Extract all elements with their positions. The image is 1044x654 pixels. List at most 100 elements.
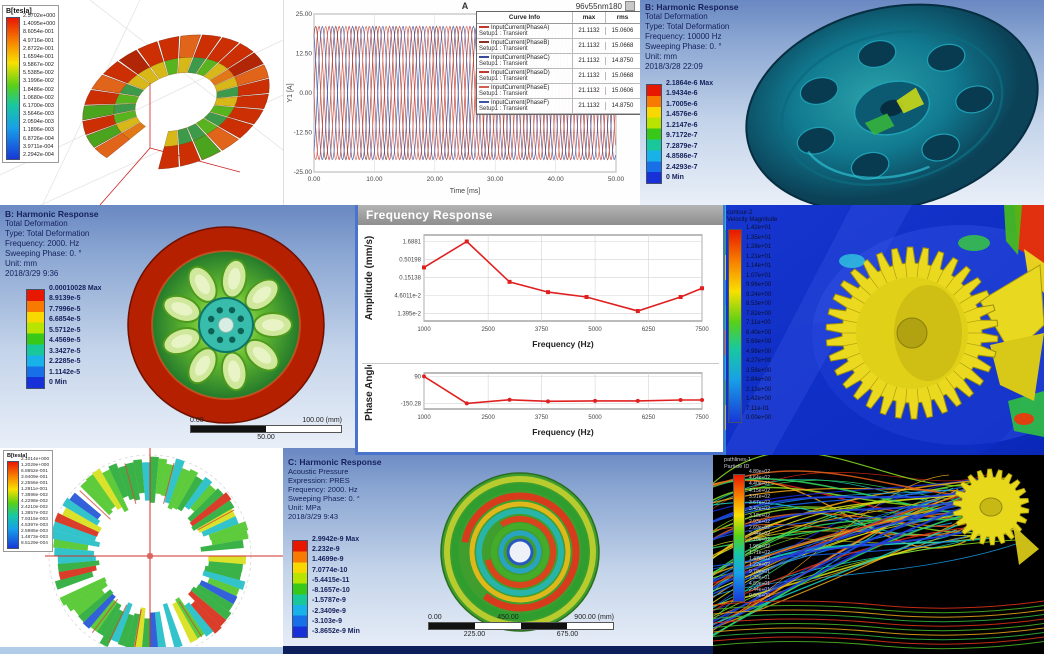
legend-value: 1.71e+02 bbox=[749, 549, 770, 556]
curve-rms: 15.0606 bbox=[611, 88, 634, 94]
col-rms: rms bbox=[616, 14, 629, 21]
ruler-max: 100.00 (mm) bbox=[302, 417, 342, 424]
legend-value: 2.1014e+000 bbox=[21, 457, 50, 462]
scale-ruler: 0.00 100.00 (mm) 50.00 bbox=[190, 417, 342, 441]
header-line: Sweeping Phase: 0. ° bbox=[288, 494, 360, 503]
legend-value: 9.5867e-002 bbox=[23, 62, 54, 69]
header-line: Frequency: 2000. Hz bbox=[5, 239, 80, 248]
svg-text:1000: 1000 bbox=[417, 327, 431, 333]
svg-text:0.00: 0.00 bbox=[299, 90, 312, 97]
legend-value: 1.22e+02 bbox=[749, 562, 770, 569]
svg-text:Frequency (Hz): Frequency (Hz) bbox=[532, 427, 594, 437]
acoustic-legend: 2.9942e-9 Max 2.232e-9 1.4699e-9 7.0774e-10… bbox=[292, 536, 360, 638]
header-line: Unit: mm bbox=[645, 52, 677, 61]
curve-rms: 15.0668 bbox=[611, 73, 634, 79]
svg-text:1000: 1000 bbox=[417, 415, 431, 421]
svg-text:Time [ms]: Time [ms] bbox=[450, 188, 481, 195]
legend-value: 8.5129e-004 bbox=[21, 541, 48, 546]
header-line: Sweeping Phase: 0. ° bbox=[645, 42, 722, 51]
header-line: B: Harmonic Response bbox=[5, 209, 99, 219]
legend-value: 1.47e+02 bbox=[749, 556, 770, 563]
legend-value: 4.98e+00 bbox=[746, 348, 772, 355]
legend-value: 7.11e+00 bbox=[746, 320, 771, 326]
legend-value: 7.3898e-002 bbox=[21, 493, 48, 498]
legend-value: 9.7172e-7 bbox=[666, 132, 698, 140]
model-label: 96v55nm180 bbox=[575, 1, 622, 11]
panel-coil-field: B[tesla] 2.5702e+000 1.4095e+000 8.6054e-0… bbox=[0, 0, 283, 210]
legend-value: 2.2285e-5 bbox=[49, 358, 81, 366]
svg-text:10.00: 10.00 bbox=[366, 176, 383, 183]
legend-value: 8.53e+00 bbox=[746, 301, 772, 307]
legend-value: 0.00e+00 bbox=[746, 415, 772, 421]
curve-rms: 15.0668 bbox=[611, 43, 634, 49]
svg-text:2500: 2500 bbox=[481, 327, 495, 333]
legend-value: 2.84e+00 bbox=[746, 377, 772, 383]
svg-text:40.00: 40.00 bbox=[547, 176, 564, 183]
legend-value: -3.8652e-9 Min bbox=[312, 627, 360, 635]
colorbar bbox=[6, 17, 20, 160]
curve-row: InputCurrent(PhaseA) Setup1 : Transient … bbox=[477, 24, 640, 39]
legend-value: 6.40e+00 bbox=[746, 329, 772, 336]
header-line: Unit: mm bbox=[5, 259, 37, 268]
legend-value: 6.8726e-004 bbox=[23, 135, 54, 142]
legend-value: 2.44e+01 bbox=[749, 587, 770, 594]
svg-text:Phase Angle: Phase Angle bbox=[364, 365, 375, 421]
legend-value: 4.40e+02 bbox=[749, 481, 770, 488]
curve-name: InputCurrent(PhaseB) bbox=[491, 40, 550, 46]
legend-value: 3.67e+02 bbox=[749, 500, 770, 507]
svg-text:3750: 3750 bbox=[535, 415, 549, 421]
legend-value: 2.20e+02 bbox=[749, 537, 770, 544]
legend-title-line2: Particle ID bbox=[724, 463, 750, 470]
legend-value: 0 Min bbox=[666, 173, 684, 181]
ruler-min: 0.00 bbox=[428, 614, 442, 621]
svg-text:90: 90 bbox=[414, 374, 421, 380]
legend-value: 7.7996e-5 bbox=[49, 305, 81, 313]
curve-color-sample bbox=[479, 101, 489, 104]
curve-max: 21.1132 bbox=[573, 102, 606, 110]
legend-value: 1.07e+01 bbox=[746, 272, 772, 279]
svg-text:50.00: 50.00 bbox=[608, 176, 625, 183]
curve-max: 21.1132 bbox=[573, 72, 606, 80]
legend-value: 1.42e+00 bbox=[746, 396, 772, 402]
legend-title: B[tesla] bbox=[6, 8, 32, 15]
curve-max: 21.1132 bbox=[573, 42, 606, 50]
legend-value: 1.0680e-002 bbox=[23, 94, 54, 101]
legend-value: 9.96e+00 bbox=[746, 282, 772, 288]
legend-value: 4.9716e-001 bbox=[23, 37, 54, 44]
legend-value: 9.78e+01 bbox=[749, 568, 770, 575]
deformation-legend: 0.00010028 Max 8.9139e-5 7.7996e-5 6.6854e-… bbox=[26, 285, 102, 389]
legend-value: -2.3409e-9 bbox=[312, 607, 346, 615]
curve-max: 21.1132 bbox=[573, 57, 606, 65]
legend-title: B[tesla] bbox=[7, 453, 28, 459]
svg-text:12.50: 12.50 bbox=[296, 51, 313, 58]
svg-text:0.15138: 0.15138 bbox=[399, 276, 421, 282]
curve-row: InputCurrent(PhaseC) Setup1 : Transient … bbox=[477, 54, 640, 69]
legend-value: 2.0594e-003 bbox=[23, 119, 54, 126]
window-titlebar[interactable]: Frequency Response bbox=[358, 205, 723, 225]
svg-text:4.6011e-2: 4.6011e-2 bbox=[394, 294, 421, 300]
header-line: Type: Total Deformation bbox=[5, 229, 90, 238]
legend-value: 1.2147e-6 bbox=[666, 121, 698, 129]
stator-field-legend: B[tesla] 2.1014e+000 1.2029e+000 6.8852e-0… bbox=[3, 450, 54, 552]
curve-row: InputCurrent(PhaseB) Setup1 : Transient … bbox=[477, 39, 640, 54]
ruler-min: 0.00 bbox=[190, 417, 204, 424]
legend-value: 2.1864e-6 Max bbox=[666, 80, 714, 87]
legend-value: 2.44e+02 bbox=[749, 531, 770, 538]
svg-text:30.00: 30.00 bbox=[487, 176, 504, 183]
ruler-q1: 225.00 bbox=[463, 631, 486, 638]
legend-value: 1.6594e-001 bbox=[23, 53, 54, 60]
curve-rms: 14.8750 bbox=[611, 58, 634, 64]
svg-text:-12.50: -12.50 bbox=[294, 130, 313, 137]
deformation-legend: 2.1864e-6 Max 1.9434e-6 1.7005e-6 1.4576e-6… bbox=[646, 80, 713, 184]
legend-value: 6.8852e-001 bbox=[21, 469, 48, 474]
legend-value: 1.7005e-6 bbox=[666, 100, 698, 108]
legend-value: 3.18e+02 bbox=[749, 512, 770, 519]
curve-setup: Setup1 : Transient bbox=[479, 31, 528, 37]
legend-value: 1.2029e+000 bbox=[21, 463, 50, 468]
curve-color-sample bbox=[479, 26, 489, 29]
legend-value: 2.2556e-001 bbox=[21, 481, 48, 486]
curve-rms: 14.8750 bbox=[611, 103, 634, 109]
svg-text:-150.28: -150.28 bbox=[401, 401, 422, 407]
legend-value: 2.2942e-004 bbox=[23, 151, 54, 158]
curve-name: InputCurrent(PhaseD) bbox=[491, 70, 550, 76]
